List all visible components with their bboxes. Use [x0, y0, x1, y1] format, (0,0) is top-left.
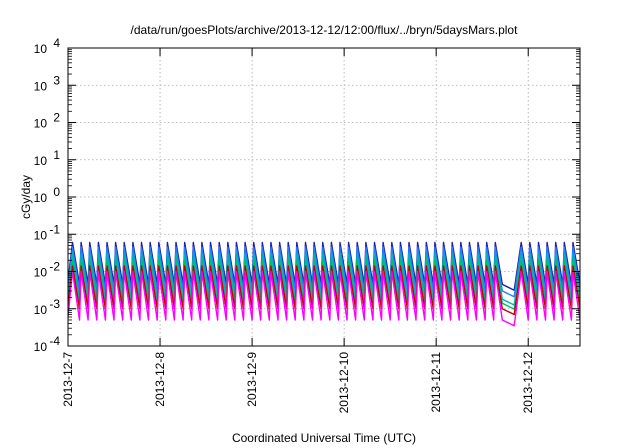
y-tick-exponent: 0	[53, 185, 60, 199]
y-tick-label: 10	[34, 266, 48, 280]
y-tick-label: 10	[34, 117, 48, 131]
y-tick-exponent: -3	[49, 297, 60, 311]
x-tick-label: 2013-12-11	[429, 352, 443, 413]
series-line-2	[68, 246, 580, 298]
y-tick-label: 10	[34, 154, 48, 168]
y-tick-label: 10	[34, 42, 48, 56]
chart-title: /data/run/goesPlots/archive/2013-12-12/1…	[131, 23, 519, 37]
x-axis-label: Coordinated Universal Time (UTC)	[232, 431, 416, 445]
series-line-6	[68, 270, 580, 327]
y-axis-label: cGy/day	[19, 175, 33, 219]
y-tick-exponent: 3	[53, 73, 60, 87]
y-tick-exponent: 2	[53, 111, 60, 125]
series-line-1	[68, 241, 580, 291]
y-tick-exponent: 1	[53, 148, 60, 162]
grid	[68, 48, 580, 346]
y-tick-exponent: -4	[49, 334, 60, 348]
series-line-3	[68, 253, 580, 306]
y-tick-exponent: -2	[49, 260, 60, 274]
y-tick-label: 10	[34, 191, 48, 205]
y-tick-label: 10	[34, 303, 48, 317]
x-tick-label: 2013-12-12	[521, 352, 535, 414]
x-tick-label: 2013-12-8	[153, 352, 167, 407]
y-tick-exponent: -1	[49, 222, 60, 236]
y-tick-label: 10	[34, 79, 48, 93]
x-tick-label: 2013-12-7	[61, 352, 75, 407]
series-line-5	[68, 265, 580, 316]
x-tick-label: 2013-12-9	[245, 352, 259, 407]
series-line-4	[68, 259, 580, 310]
y-tick-label: 10	[34, 340, 48, 354]
y-tick-label: 10	[34, 228, 48, 242]
series-layer	[68, 241, 580, 327]
y-tick-exponent: 4	[53, 36, 60, 50]
x-tick-label: 2013-12-10	[337, 352, 351, 414]
